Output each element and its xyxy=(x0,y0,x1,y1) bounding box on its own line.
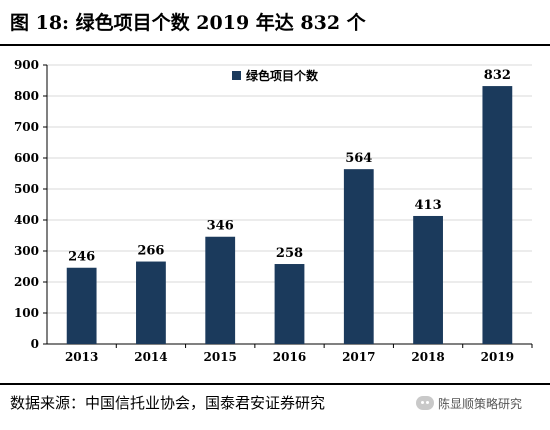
bar xyxy=(413,215,443,344)
data-label: 246 xyxy=(68,250,95,265)
x-tick-label: 2015 xyxy=(204,350,237,364)
y-tick-label: 900 xyxy=(14,58,39,72)
bar-chart: 0 100 200 300 400 500 600 700 800 900 246 2013 266 20… xyxy=(14,58,533,364)
y-tick-label: 500 xyxy=(14,182,39,196)
top-rule xyxy=(0,44,550,46)
bar xyxy=(136,261,166,344)
bar xyxy=(205,236,236,344)
y-tick-label: 400 xyxy=(14,213,39,227)
legend-label: 绿色项目个数 xyxy=(246,68,319,83)
legend-swatch xyxy=(232,71,241,80)
bar xyxy=(274,264,305,344)
watermark-text: 陈显顺策略研究 xyxy=(438,396,523,411)
bottom-rule xyxy=(0,383,550,385)
data-label: 258 xyxy=(276,246,303,261)
x-tick-label: 2014 xyxy=(134,350,167,364)
y-tick-label: 600 xyxy=(14,151,39,165)
x-tick-label: 2016 xyxy=(273,350,306,364)
x-tick-label: 2013 xyxy=(65,350,98,364)
source-note: 数据来源：中国信托业协会，国泰君安证券研究 xyxy=(10,394,326,412)
y-tick-label: 0 xyxy=(31,337,39,351)
data-label: 413 xyxy=(415,198,442,213)
y-tick-label: 200 xyxy=(14,275,39,289)
bar xyxy=(343,169,374,344)
data-label: 266 xyxy=(137,244,164,259)
figure-title: 图 18: 绿色项目个数 2019 年达 832 个 xyxy=(10,12,366,34)
wechat-icon xyxy=(416,396,434,410)
x-tick-label: 2019 xyxy=(481,350,514,364)
data-label: 346 xyxy=(207,219,234,234)
y-tick-label: 700 xyxy=(14,120,39,134)
bar xyxy=(482,86,513,344)
bar xyxy=(66,267,97,344)
y-tick-label: 100 xyxy=(14,306,39,320)
y-tick-label: 300 xyxy=(14,244,39,258)
data-label: 564 xyxy=(345,151,372,166)
watermark: 陈显顺策略研究 xyxy=(416,392,522,414)
x-tick-label: 2017 xyxy=(342,350,375,364)
x-tick-label: 2018 xyxy=(411,350,444,364)
data-label: 832 xyxy=(484,68,511,83)
y-tick-label: 800 xyxy=(14,89,39,103)
